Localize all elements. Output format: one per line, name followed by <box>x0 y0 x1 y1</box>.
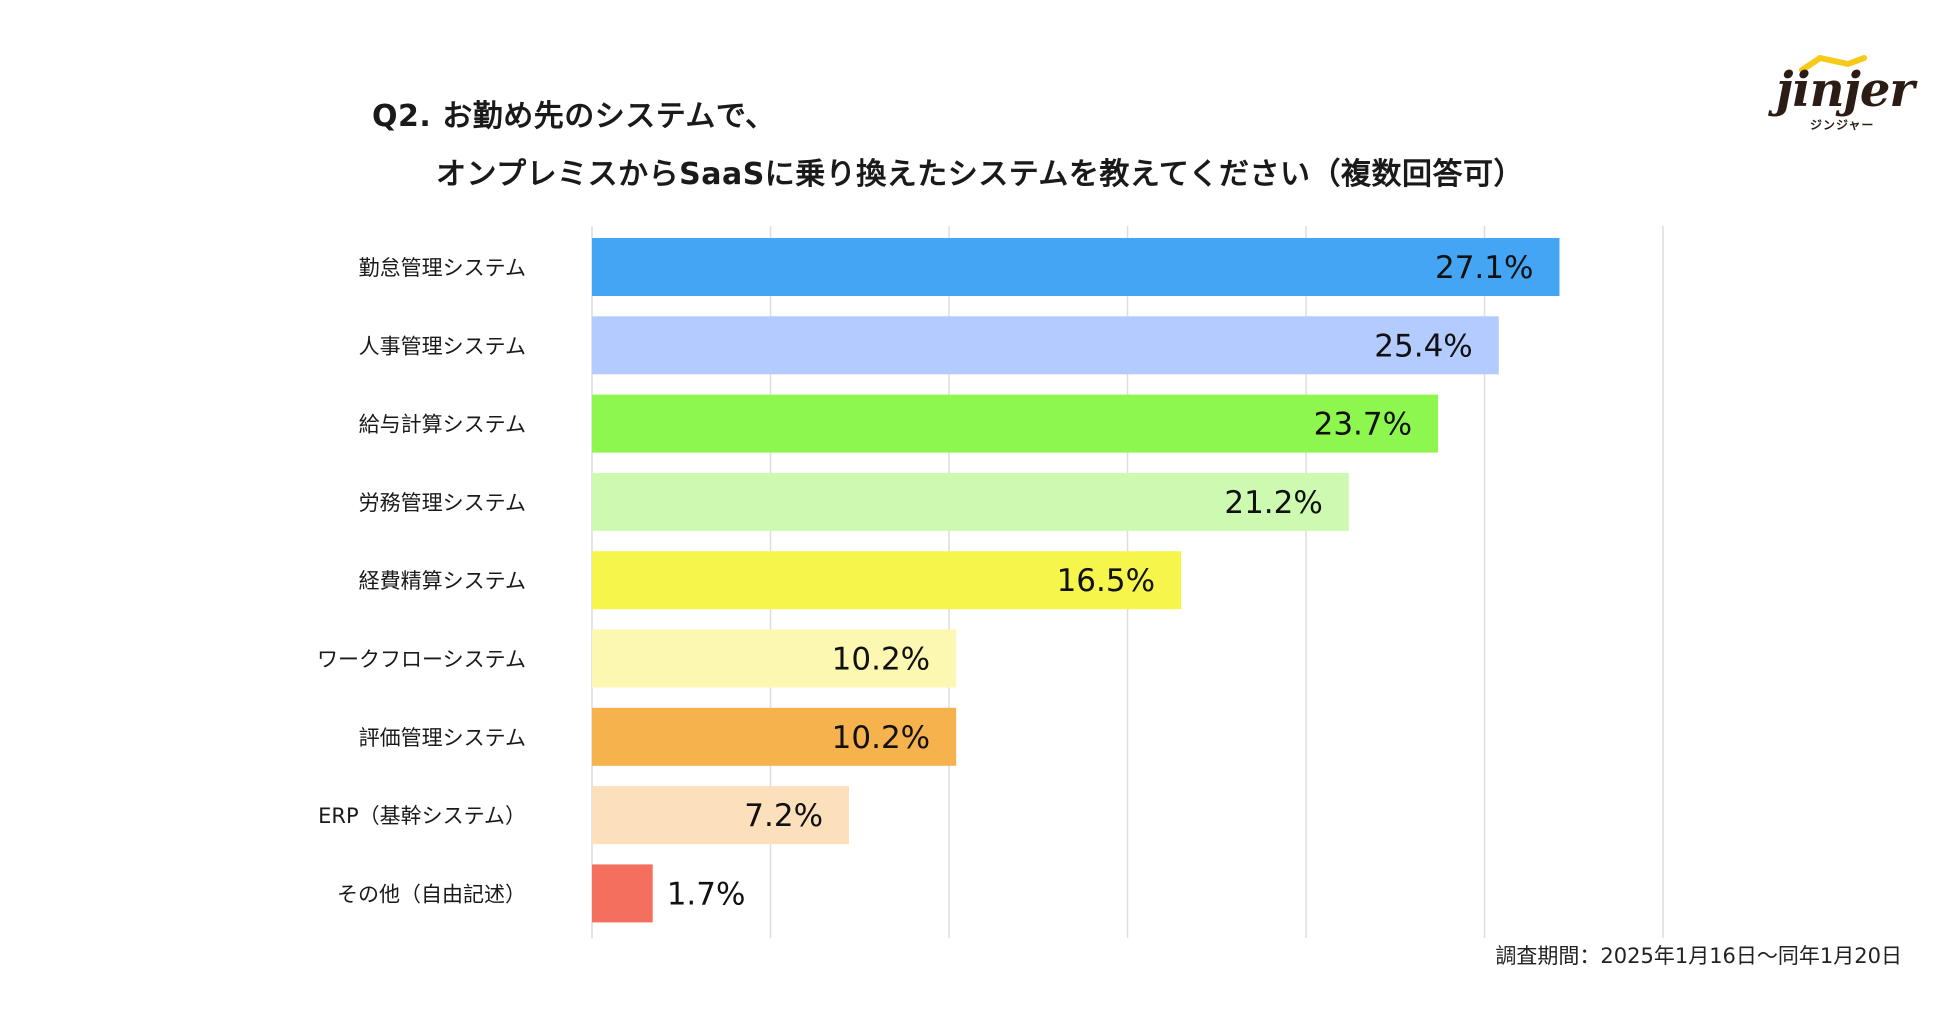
data-label: 27.1% <box>1435 250 1533 286</box>
data-label: 10.2% <box>832 720 930 756</box>
bar <box>592 551 1182 610</box>
bar <box>592 238 1560 296</box>
category-label: 労務管理システム <box>359 491 526 515</box>
bar <box>592 864 653 923</box>
data-label: 1.7% <box>667 876 746 912</box>
data-label: 10.2% <box>832 642 930 678</box>
category-label: 経費精算システム <box>359 569 526 593</box>
title-line-1: Q2. お勤め先のシステムで、 <box>372 99 776 134</box>
category-label: 評価管理システム <box>359 726 526 750</box>
category-label: 人事管理システム <box>359 334 526 358</box>
category-label: ERP（基幹システム） <box>318 804 526 828</box>
data-label: 7.2% <box>744 798 823 834</box>
category-label: ワークフローシステム <box>317 648 526 672</box>
title-line-2: オンプレミスからSaaSに乗り換えたシステムを教えてください（複数回答可） <box>436 157 1525 192</box>
bar <box>592 316 1499 375</box>
data-label: 21.2% <box>1224 485 1322 521</box>
bar <box>592 394 1439 453</box>
data-label: 25.4% <box>1374 328 1472 364</box>
category-label: その他（自由記述） <box>337 882 526 906</box>
logo-roof-icon <box>1799 55 1867 73</box>
data-label: 16.5% <box>1057 563 1155 599</box>
bar <box>592 707 957 766</box>
jinjer-logo: jinjer ジンジャー <box>1776 54 1915 138</box>
bar <box>592 786 850 845</box>
chart-title: Q2. お勤め先のシステムで、 オンプレミスからSaaSに乗り換えたシステムを教… <box>372 88 1524 204</box>
category-label: 給与計算システム <box>359 413 526 437</box>
data-label: 23.7% <box>1314 407 1412 443</box>
category-label: 勤怠管理システム <box>359 256 526 280</box>
bar <box>592 472 1349 531</box>
logo-subtext: ジンジャー <box>1810 118 1875 132</box>
logo-wordmark: jinjer <box>1776 62 1915 118</box>
bar <box>592 629 957 688</box>
survey-period-note: 調査期間：2025年1月16日〜同年1月20日 <box>1495 944 1902 968</box>
